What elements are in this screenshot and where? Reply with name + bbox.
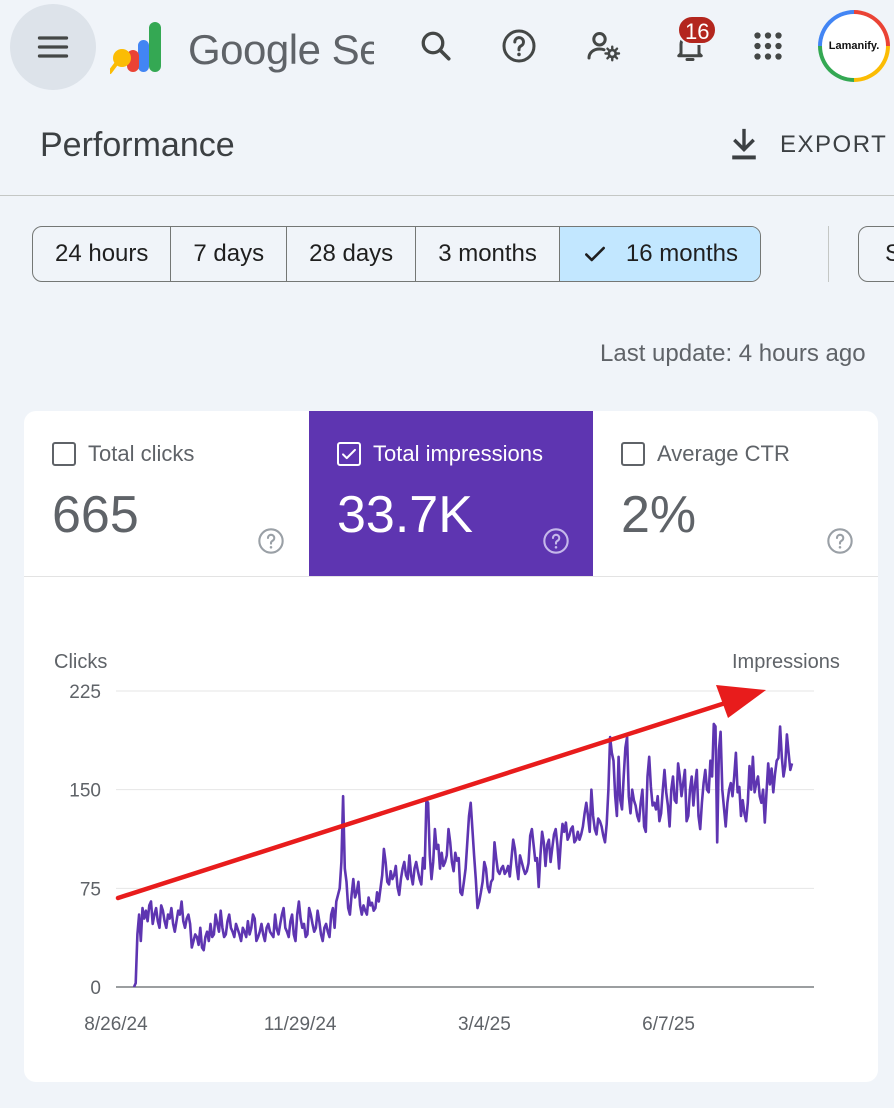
range-chip-24-hours[interactable]: 24 hours <box>33 227 172 281</box>
performance-chart: Clicks Impressions 0 75 150 225 8/26/24 11/29… <box>24 577 878 1082</box>
hamburger-menu-icon <box>37 36 69 58</box>
y-tick-label: 225 <box>69 682 101 703</box>
range-chip-label: 16 months <box>625 240 738 267</box>
product-title: Google Search Console <box>188 26 374 73</box>
export-label: EXPORT <box>780 131 888 158</box>
avatar-text: Lamanify. <box>822 14 886 78</box>
x-tick-label: 3/4/25 <box>458 1014 511 1035</box>
metric-header: Total impressions <box>337 441 543 467</box>
card-divider <box>24 576 878 577</box>
y-tick-label: 75 <box>80 879 101 900</box>
metric-value: 2% <box>621 486 697 544</box>
date-range-selector: 24 hours 7 days 28 days 3 months 16 mont… <box>32 226 761 282</box>
search-type-chip[interactable]: S <box>858 226 894 282</box>
last-update-text: Last update: 4 hours ago <box>600 340 866 367</box>
x-tick-label: 11/29/24 <box>264 1014 337 1035</box>
x-tick-label: 6/7/25 <box>642 1014 695 1035</box>
apps-button[interactable] <box>748 24 788 68</box>
checkbox-unchecked-icon[interactable] <box>52 442 76 466</box>
range-chip-label: 7 days <box>193 240 265 267</box>
range-chip-16-months[interactable]: 16 months <box>559 227 760 281</box>
download-icon <box>732 128 756 160</box>
metric-header: Total clicks <box>52 441 194 467</box>
search-console-logo[interactable] <box>110 20 170 78</box>
metric-label: Total impressions <box>373 441 543 466</box>
left-axis-title: Clicks <box>54 651 108 673</box>
x-tick-label: 8/26/24 <box>84 1014 148 1035</box>
notification-count-badge: 16 <box>677 15 718 45</box>
range-chip-28-days[interactable]: 28 days <box>287 227 417 281</box>
metric-value: 665 <box>52 486 139 544</box>
help-icon[interactable] <box>826 527 854 555</box>
help-icon <box>502 29 536 63</box>
impressions-series-line <box>132 722 794 988</box>
help-button[interactable] <box>499 24 539 68</box>
y-tick-label: 150 <box>69 781 101 802</box>
search-icon <box>421 31 451 61</box>
export-button[interactable]: EXPORT <box>728 128 887 162</box>
main-menu-button[interactable] <box>10 4 96 90</box>
manage-users-button[interactable] <box>584 24 624 68</box>
metric-value: 33.7K <box>337 486 473 544</box>
line-chart-svg: 0 75 150 225 8/26/24 11/29/24 3/4/25 6/7/25 <box>69 682 814 1035</box>
page-title: Performance <box>40 126 235 164</box>
search-button[interactable] <box>416 24 456 68</box>
metric-average-ctr[interactable]: Average CTR 2% <box>593 411 878 576</box>
top-app-bar: Google Search Console 16 Lamanify. <box>0 0 894 96</box>
y-tick-label: 0 <box>90 978 101 999</box>
range-chip-3-months[interactable]: 3 months <box>416 227 560 281</box>
metric-total-clicks[interactable]: Total clicks 665 <box>24 411 309 576</box>
metric-label: Average CTR <box>657 441 790 466</box>
trend-arrow-shaft <box>115 699 733 901</box>
right-axis-title: Impressions <box>732 651 840 673</box>
manage-users-icon <box>587 32 621 62</box>
range-chip-label: 28 days <box>309 240 394 267</box>
range-chip-label: 3 months <box>438 240 537 267</box>
chip-separator <box>828 226 829 282</box>
header-divider <box>0 195 894 196</box>
check-icon <box>584 246 605 262</box>
metric-label: Total clicks <box>88 441 195 466</box>
apps-grid-icon <box>754 32 782 60</box>
help-icon[interactable] <box>542 527 570 555</box>
trend-arrow-head <box>716 685 766 718</box>
performance-card: Total clicks 665 Total impressions 33.7K… <box>24 411 878 1082</box>
range-chip-label: 24 hours <box>55 240 149 267</box>
metric-header: Average CTR <box>621 441 790 467</box>
metric-total-impressions[interactable]: Total impressions 33.7K <box>309 411 593 576</box>
checkbox-checked-icon[interactable] <box>337 442 361 466</box>
account-avatar[interactable]: Lamanify. <box>818 10 890 82</box>
help-icon[interactable] <box>257 527 285 555</box>
checkbox-unchecked-icon[interactable] <box>621 442 645 466</box>
range-chip-7-days[interactable]: 7 days <box>171 227 288 281</box>
